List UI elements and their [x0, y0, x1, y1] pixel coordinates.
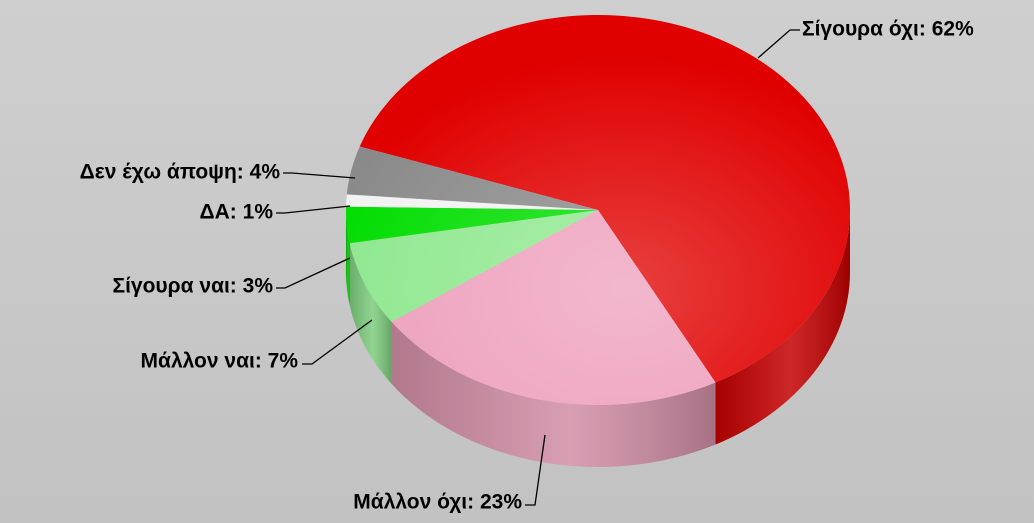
data-label: Μάλλον όχι: 23% [353, 491, 522, 514]
leader-line [757, 29, 800, 59]
leader-line [525, 434, 546, 506]
pie-tops [346, 15, 850, 405]
pie-side-shade [715, 210, 850, 445]
leader-line [276, 205, 351, 214]
leader-line [276, 257, 351, 289]
leader-line [302, 319, 373, 365]
data-label: Σίγουρα ναι: 3% [112, 275, 273, 298]
data-label: ΔΑ: 1% [200, 201, 274, 224]
pie-side-shade [349, 243, 392, 384]
pie-side-shade [346, 210, 350, 306]
labels: Σίγουρα όχι: 62% Μάλλον όχι: 23% Μάλλον να… [80, 18, 974, 514]
leader-line [283, 172, 356, 179]
pie-shine [346, 15, 850, 405]
data-label: Σίγουρα όχι: 62% [802, 18, 974, 41]
data-label: Δεν έχω άποψη: 4% [80, 161, 281, 184]
pie-sides [346, 210, 850, 467]
pie-side-shade [391, 321, 716, 467]
data-label: Μάλλον ναι: 7% [141, 350, 299, 373]
